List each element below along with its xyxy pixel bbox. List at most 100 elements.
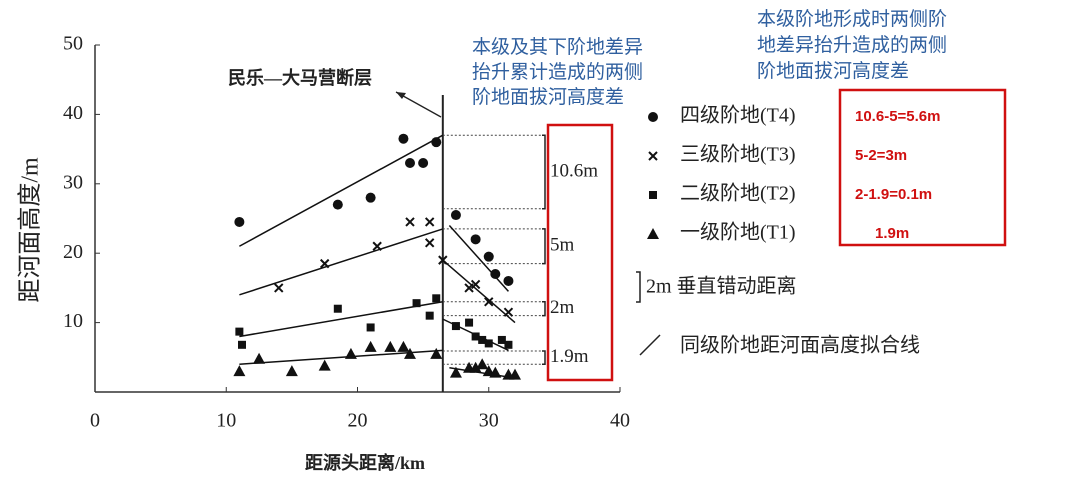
point xyxy=(233,365,246,377)
point xyxy=(424,217,435,227)
point xyxy=(319,258,330,269)
point xyxy=(484,339,493,348)
point xyxy=(372,241,382,251)
point xyxy=(509,368,521,380)
legend-label: 三级阶地(T3) xyxy=(680,143,796,166)
x-tick-label: 0 xyxy=(90,410,100,432)
point xyxy=(497,335,506,344)
y-tick-label: 10 xyxy=(63,310,83,332)
point xyxy=(503,307,514,317)
point xyxy=(425,311,434,320)
legend-label: 同级阶地距河面高度拟合线 xyxy=(680,334,920,357)
offset-label: 10.6m xyxy=(550,160,598,181)
point xyxy=(412,299,421,308)
legend-line-icon xyxy=(639,334,661,356)
point xyxy=(235,327,244,336)
y-tick-label: 30 xyxy=(63,171,83,193)
y-tick-label: 40 xyxy=(63,102,83,124)
annotation: 本级及其下阶地差异 xyxy=(472,36,643,58)
point xyxy=(238,340,246,349)
point xyxy=(449,366,462,378)
legend-marker xyxy=(647,228,659,239)
point xyxy=(285,365,298,377)
point xyxy=(432,294,441,303)
annotation: 阶地面拔河高度差 xyxy=(472,86,624,108)
point xyxy=(405,217,415,227)
point xyxy=(465,318,474,327)
point xyxy=(253,352,266,364)
annotation: 本级阶地形成时两侧阶 xyxy=(757,8,947,30)
fit-line xyxy=(448,224,509,292)
point xyxy=(470,234,481,245)
legend-label: 四级阶地(T4) xyxy=(680,104,796,127)
legend-bracket-icon xyxy=(636,271,641,303)
point xyxy=(451,322,460,331)
fit-line xyxy=(239,301,443,338)
point xyxy=(424,238,435,248)
point xyxy=(438,255,448,265)
point xyxy=(365,192,376,203)
point xyxy=(333,304,342,313)
offset-bracket xyxy=(542,134,546,210)
x-tick-label: 40 xyxy=(610,410,630,432)
x-axis-label: 距源头距离/km xyxy=(305,452,425,473)
annotation: 地差异抬升造成的两侧 xyxy=(757,34,947,56)
legend-note: 2-1.9=0.1m xyxy=(855,186,932,203)
offset-bracket xyxy=(542,228,546,265)
legend-label: 一级阶地(T1) xyxy=(680,221,796,244)
point xyxy=(478,335,487,344)
point xyxy=(397,340,410,352)
y-axis-label: 距河面高度/m xyxy=(17,157,44,303)
point xyxy=(405,157,415,168)
point xyxy=(464,283,474,293)
point xyxy=(234,216,245,227)
y-tick-label: 20 xyxy=(63,241,83,263)
fault-label: 民乐—大马营断层 xyxy=(228,67,372,88)
point xyxy=(430,347,443,359)
legend-note: 10.6-5=5.6m xyxy=(855,108,940,125)
legend-marker xyxy=(649,191,657,199)
point xyxy=(398,133,409,144)
fit-line xyxy=(442,259,516,324)
legend-label: 二级阶地(T2) xyxy=(680,182,796,205)
point xyxy=(366,323,375,332)
point xyxy=(476,358,489,370)
point xyxy=(364,340,377,352)
point xyxy=(503,275,514,286)
x-tick-label: 20 xyxy=(348,410,368,432)
fit-line xyxy=(449,366,516,379)
point xyxy=(344,347,357,359)
point xyxy=(489,366,502,378)
fault-arrow-head xyxy=(396,92,406,99)
offset-box xyxy=(546,123,614,382)
legend-marker xyxy=(648,151,658,161)
point xyxy=(418,157,429,168)
point xyxy=(384,340,397,352)
note-box xyxy=(838,88,1007,247)
point xyxy=(484,297,494,307)
offset-label: 5m xyxy=(550,235,575,256)
point xyxy=(470,279,481,290)
legend-note: 1.9m xyxy=(875,225,909,242)
point xyxy=(274,283,284,293)
point xyxy=(318,359,331,371)
point xyxy=(469,361,482,373)
fit-line xyxy=(239,228,444,296)
x-tick-label: 10 xyxy=(216,410,236,432)
offset-bracket xyxy=(542,350,546,365)
point xyxy=(483,251,494,262)
point xyxy=(471,332,480,341)
fit-line xyxy=(239,134,444,247)
y-tick-label: 50 xyxy=(63,33,83,55)
legend-label: 2m 垂直错动距离 xyxy=(646,275,797,298)
point xyxy=(504,340,513,349)
legend-marker xyxy=(648,112,658,122)
legend-note: 5-2=3m xyxy=(855,147,907,164)
annotation: 抬升累计造成的两侧 xyxy=(472,61,643,83)
offset-label: 2m xyxy=(550,297,575,318)
point xyxy=(450,210,461,221)
x-tick-label: 30 xyxy=(479,410,499,432)
point xyxy=(332,199,343,210)
offset-label: 1.9m xyxy=(550,346,589,367)
